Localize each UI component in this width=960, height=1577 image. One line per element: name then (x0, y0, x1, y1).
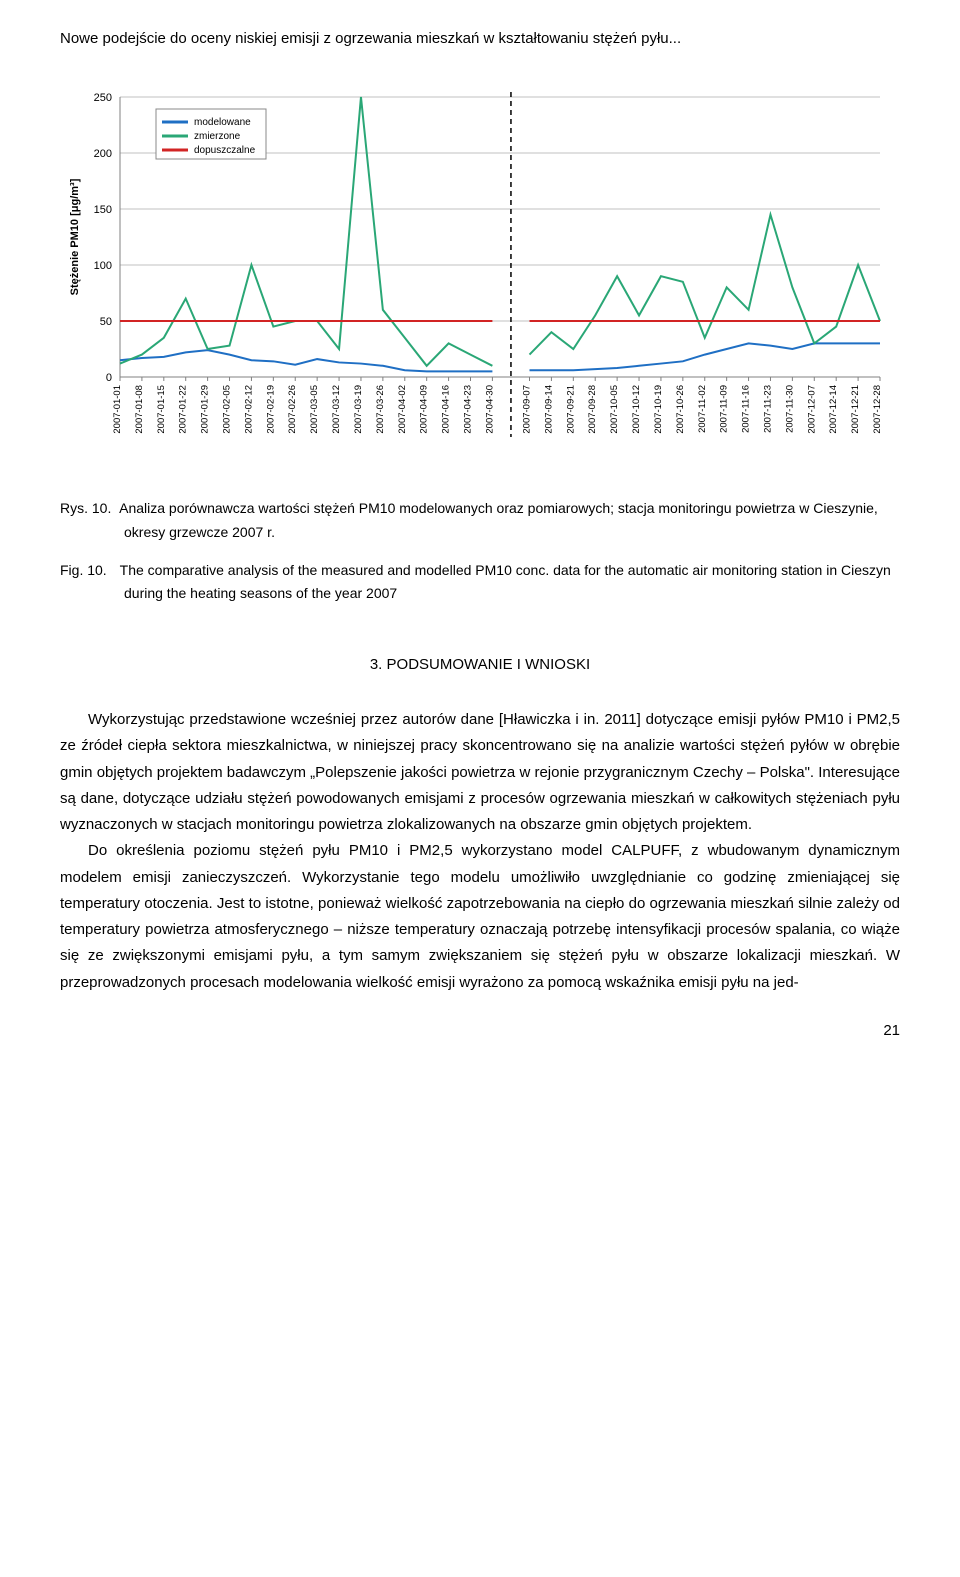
section-heading: 3. PODSUMOWANIE I WNIOSKI (60, 656, 900, 673)
svg-text:2007-10-05: 2007-10-05 (609, 385, 620, 434)
body-text: Wykorzystując przedstawione wcześniej pr… (60, 707, 900, 996)
svg-text:2007-11-23: 2007-11-23 (762, 385, 773, 433)
svg-text:2007-11-16: 2007-11-16 (741, 385, 752, 433)
svg-text:2007-04-23: 2007-04-23 (462, 385, 473, 434)
svg-text:2007-12-14: 2007-12-14 (828, 385, 839, 434)
svg-text:2007-11-30: 2007-11-30 (784, 385, 795, 433)
svg-text:2007-03-26: 2007-03-26 (375, 385, 386, 434)
svg-text:2007-04-16: 2007-04-16 (441, 385, 452, 434)
svg-text:2007-09-28: 2007-09-28 (587, 385, 598, 434)
svg-text:2007-03-05: 2007-03-05 (309, 385, 320, 434)
svg-text:2007-11-09: 2007-11-09 (719, 385, 730, 433)
svg-text:2007-04-30: 2007-04-30 (484, 385, 495, 434)
svg-text:150: 150 (94, 204, 112, 216)
svg-text:250: 250 (94, 92, 112, 104)
caption-english: Fig. 10. The comparative analysis of the… (60, 559, 900, 607)
svg-text:200: 200 (94, 148, 112, 160)
svg-text:2007-12-28: 2007-12-28 (872, 385, 883, 434)
svg-text:2007-03-19: 2007-03-19 (353, 385, 364, 434)
svg-text:2007-02-05: 2007-02-05 (222, 385, 233, 434)
svg-text:2007-04-02: 2007-04-02 (397, 385, 408, 434)
svg-text:2007-01-08: 2007-01-08 (134, 385, 145, 434)
svg-text:2007-09-14: 2007-09-14 (543, 385, 554, 434)
svg-text:2007-03-12: 2007-03-12 (331, 385, 342, 434)
caption-english-text: The comparative analysis of the measured… (120, 562, 891, 602)
svg-text:2007-12-07: 2007-12-07 (806, 385, 817, 434)
svg-text:modelowane: modelowane (194, 117, 251, 128)
chart-svg: 0 50 100 150 200 250 Stężenie PM10 [μg/m³] 2007… (60, 87, 900, 467)
svg-text:50: 50 (100, 316, 112, 328)
svg-text:100: 100 (94, 260, 112, 272)
svg-text:2007-02-19: 2007-02-19 (265, 385, 276, 434)
svg-text:2007-12-21: 2007-12-21 (850, 385, 861, 434)
svg-text:2007-09-21: 2007-09-21 (565, 385, 576, 434)
pm10-chart: 0 50 100 150 200 250 Stężenie PM10 [μg/m³] 2007… (60, 87, 900, 467)
caption-english-label: Fig. 10. (60, 559, 116, 583)
running-header: Nowe podejście do oceny niskiej emisji z… (60, 30, 900, 47)
svg-text:2007-01-01: 2007-01-01 (112, 385, 123, 434)
svg-text:2007-02-12: 2007-02-12 (243, 385, 254, 434)
svg-text:2007-02-26: 2007-02-26 (287, 385, 298, 434)
svg-text:2007-11-02: 2007-11-02 (697, 385, 708, 433)
svg-text:2007-10-26: 2007-10-26 (675, 385, 686, 434)
svg-text:2007-09-07: 2007-09-07 (522, 385, 533, 434)
svg-text:dopuszczalne: dopuszczalne (194, 145, 256, 156)
svg-text:2007-01-22: 2007-01-22 (178, 385, 189, 434)
svg-text:0: 0 (106, 372, 112, 384)
svg-text:Stężenie PM10 [μg/m³]: Stężenie PM10 [μg/m³] (69, 178, 81, 295)
body-paragraph: Wykorzystując przedstawione wcześniej pr… (60, 707, 900, 838)
svg-text:2007-01-15: 2007-01-15 (156, 385, 167, 434)
svg-text:zmierzone: zmierzone (194, 131, 241, 142)
svg-text:2007-01-29: 2007-01-29 (200, 385, 211, 434)
svg-text:2007-04-09: 2007-04-09 (419, 385, 430, 434)
caption-polish: Rys. 10. Analiza porównawcza wartości st… (60, 497, 900, 545)
caption-polish-label: Rys. 10. (60, 497, 116, 521)
caption-polish-text: Analiza porównawcza wartości stężeń PM10… (119, 500, 878, 540)
svg-text:2007-10-19: 2007-10-19 (653, 385, 664, 434)
page-number: 21 (60, 1022, 900, 1039)
svg-text:2007-10-12: 2007-10-12 (631, 385, 642, 434)
body-paragraph: Do określenia poziomu stężeń pyłu PM10 i… (60, 838, 900, 996)
